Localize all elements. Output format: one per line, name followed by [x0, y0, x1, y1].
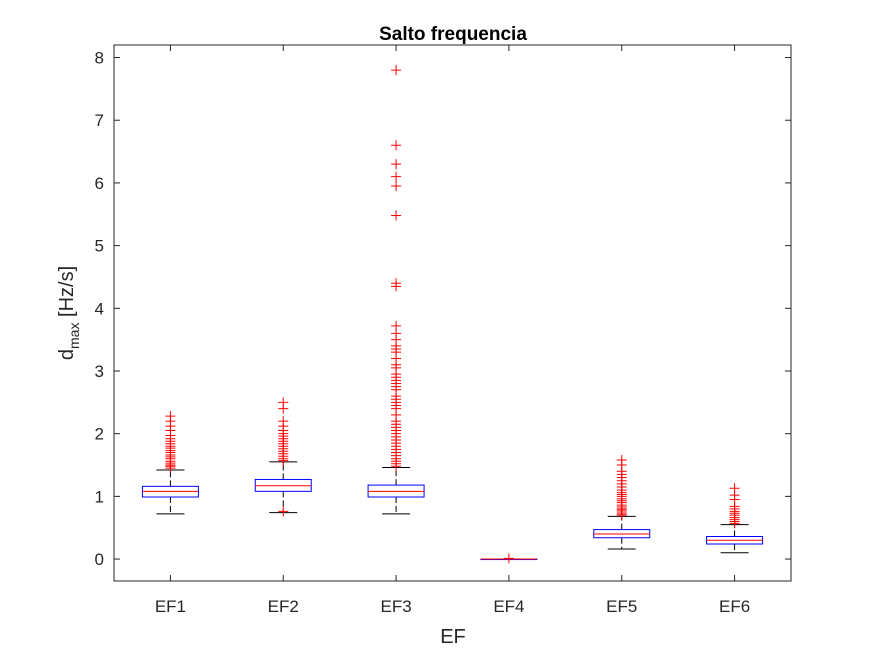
- y-tick-label: 4: [95, 299, 104, 318]
- outlier-point: [391, 210, 402, 221]
- x-tick-label: EF3: [380, 597, 411, 616]
- outlier-point: [278, 397, 289, 408]
- chart-title: Salto frequencia: [379, 24, 527, 45]
- y-axis-label: dmax [Hz/s]: [56, 266, 82, 360]
- outlier-point: [391, 159, 402, 170]
- box-ef4: [480, 553, 538, 564]
- y-tick-label: 1: [95, 487, 104, 506]
- outlier-point: [391, 278, 402, 289]
- outlier-point: [616, 455, 627, 466]
- outlier-point: [391, 140, 402, 151]
- x-tick-label: EF5: [606, 597, 637, 616]
- x-tick-label: EF1: [155, 597, 186, 616]
- box-ef6: [706, 483, 764, 554]
- box-ef2: [254, 397, 312, 517]
- outlier-point: [391, 181, 402, 192]
- axis-ticks: 0 1 2 3 4 5 6 7 8 EF1 EF2 EF3 EF4 EF5 EF6: [95, 45, 791, 616]
- y-tick-label: 5: [95, 237, 104, 256]
- box-ef5: [593, 455, 651, 550]
- x-tick-label: EF4: [493, 597, 524, 616]
- x-tick-label: EF6: [719, 597, 750, 616]
- plot-frame: [113, 44, 792, 582]
- plot-area: [141, 65, 764, 564]
- y-axis-label-subscript: max: [66, 323, 82, 349]
- x-tick-label: EF2: [268, 597, 299, 616]
- y-tick-label: 7: [95, 111, 104, 130]
- x-axis-label: EF: [440, 626, 466, 648]
- y-tick-label: 0: [95, 550, 104, 569]
- outlier-point: [391, 171, 402, 182]
- y-tick-label: 2: [95, 425, 104, 444]
- outlier-point: [729, 483, 740, 494]
- outlier-point: [391, 65, 402, 76]
- box-ef1: [141, 411, 199, 515]
- y-tick-label: 3: [95, 362, 104, 381]
- outlier-point: [278, 416, 289, 427]
- y-tick-label: 6: [95, 174, 104, 193]
- outlier-point: [391, 320, 402, 331]
- outlier-point: [165, 411, 176, 422]
- outlier-point: [278, 506, 289, 517]
- box-ef3: [367, 65, 425, 515]
- y-tick-label: 8: [95, 49, 104, 68]
- y-axis-label-unit: [Hz/s]: [56, 266, 78, 323]
- y-axis-label-main: d: [56, 349, 78, 360]
- outlier-point: [503, 553, 514, 564]
